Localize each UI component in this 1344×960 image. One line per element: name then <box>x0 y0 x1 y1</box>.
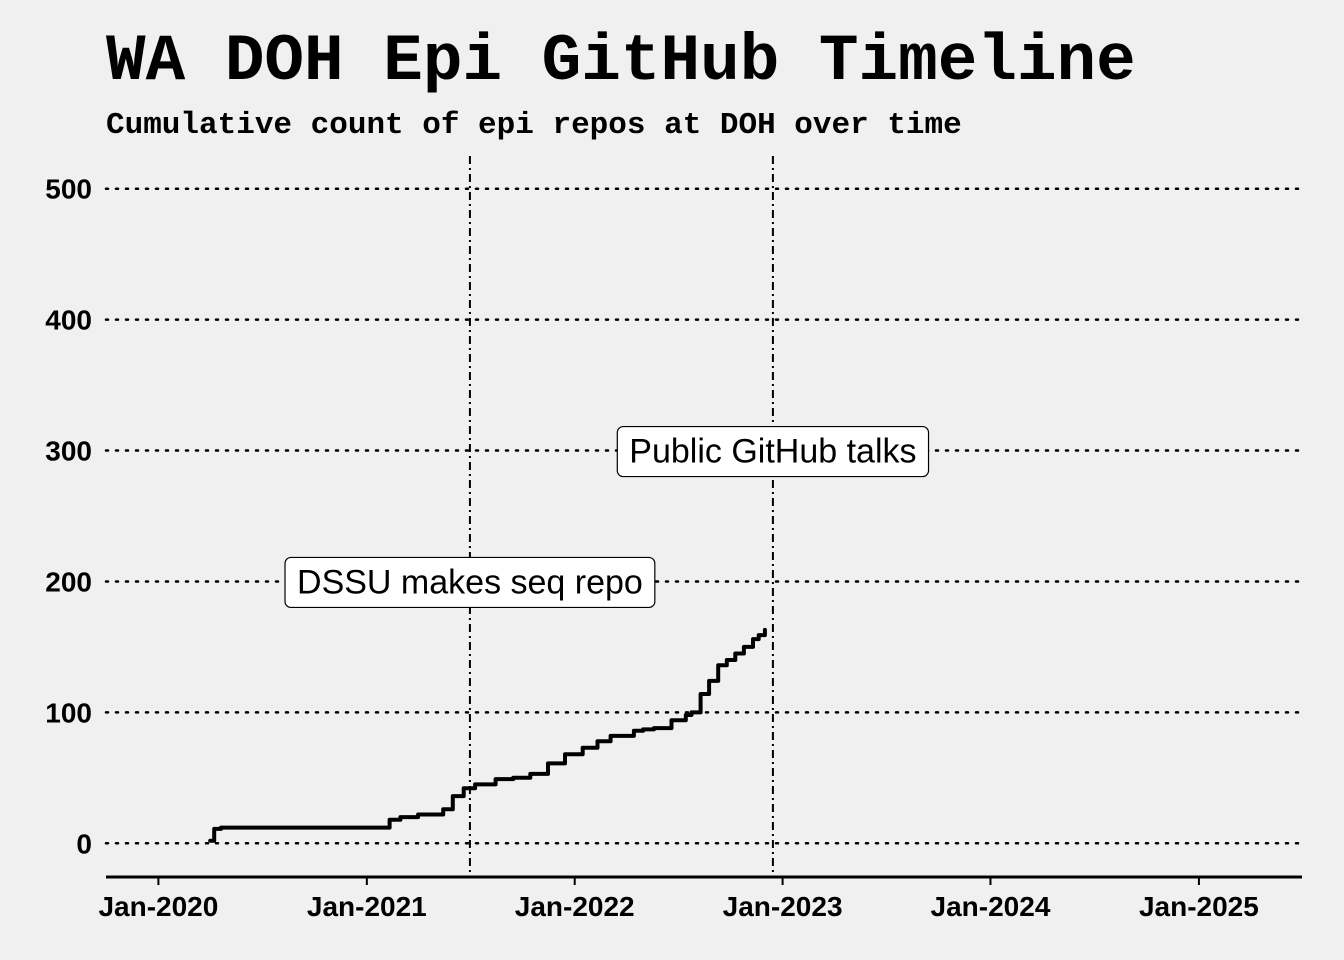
series-line <box>208 627 767 843</box>
event-label-text: Public GitHub talks <box>629 433 916 471</box>
x-tick-label: Jan-2024 <box>931 891 1051 922</box>
event-label-box <box>616 425 930 478</box>
axis-layer: 0 100 200 300 400 500 Jan-2020 Jan-2021 Jan-2022… <box>45 174 1302 922</box>
y-tick-label: 100 <box>45 697 92 728</box>
y-tick-label: 400 <box>45 305 92 336</box>
event-label: Public GitHub talks <box>616 425 930 478</box>
y-tick-label: 0 <box>76 828 92 859</box>
event-label: DSSU makes seq repo <box>284 556 656 609</box>
y-tick-label: 200 <box>45 566 92 597</box>
chart-subtitle: Cumulative count of epi repos at DOH ove… <box>106 108 962 143</box>
chart-title: WA DOH Epi GitHub Timeline <box>106 24 1136 99</box>
y-tick-label: 300 <box>45 436 92 467</box>
x-tick-label: Jan-2023 <box>723 891 843 922</box>
x-tick-label: Jan-2020 <box>98 891 218 922</box>
x-tick-label: Jan-2022 <box>515 891 635 922</box>
vline-layer <box>468 156 774 876</box>
grid-layer <box>104 187 1304 845</box>
y-tick-label: 500 <box>45 174 92 205</box>
x-tick-label: Jan-2025 <box>1139 891 1259 922</box>
annotation-layer: DSSU makes seq repo Public GitHub talks <box>284 425 930 609</box>
x-tick-label: Jan-2021 <box>307 891 427 922</box>
event-label-box <box>284 556 656 609</box>
event-label-text: DSSU makes seq repo <box>297 563 643 601</box>
series-layer <box>208 627 767 843</box>
